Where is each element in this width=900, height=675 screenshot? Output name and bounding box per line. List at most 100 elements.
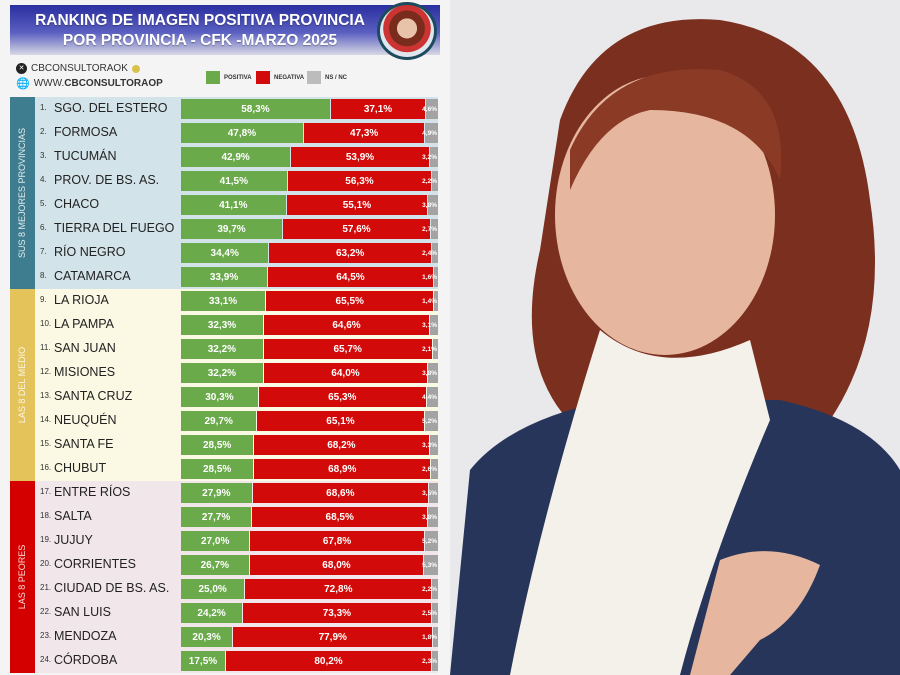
bar-nsnc: 5,3% [422,555,438,575]
table-row: 18. SALTA 27,7% 68,5% 3,8% [0,505,450,529]
bar-positiva: 34,4% [181,243,269,263]
bar-positiva: 58,3% [181,99,330,119]
bar-nsnc: 1,6% [422,267,438,287]
table-row: 10. LA PAMPA 32,3% 64,6% 3,1% [0,313,450,337]
rank: 19. [40,535,52,544]
rank: 9. [40,295,47,304]
province-name: SGO. DEL ESTERO [54,101,168,115]
bar-positiva: 28,5% [181,459,254,479]
bar-nsnc: 3,8% [422,363,438,383]
bar-nsnc: 4,9% [422,123,438,143]
bar-positiva: 33,9% [181,267,268,287]
bar-negativa: 64,0% [263,363,428,383]
province-name: CHUBUT [54,461,107,475]
province-name: CIUDAD DE BS. AS. [54,581,170,595]
table-row: 9. LA RIOJA 33,1%65,5%1,4% [0,289,450,313]
bar-nsnc: 2,3% [422,651,438,671]
rank: 5. [40,199,47,208]
rank: 3. [40,151,47,160]
rank: 16. [40,463,52,472]
bar-nsnc: 1,4% [422,291,438,311]
bar-positiva: 17,5% [181,651,225,671]
province-name: RÍO NEGRO [54,245,126,259]
bar-positiva: 41,1% [181,195,286,215]
bar-nsnc: 5,2% [422,531,438,551]
bar-negativa: 63,2% [269,243,431,263]
table-row: 1. SGO. DEL ESTERO 58,3% 37,1% 4,6% [0,97,450,121]
bar-negativa: 68,2% [254,435,429,455]
bar-positiva: 32,3% [181,315,263,335]
bar-nsnc: 2,4% [422,243,438,263]
province-name: SANTA CRUZ [54,389,133,403]
rank: 11. [40,343,51,352]
portrait-photo [450,0,900,675]
legend-positiva: POSITIVA [206,71,252,84]
x-logo-icon: ✕ [16,63,27,74]
table-row: 12. MISIONES 32,2% 64,0% 3,8% [0,361,450,385]
table-row: 13. SANTA CRUZ 30,3% 65,3% 4,4% [0,385,450,409]
bar-positiva: 20,3% [181,627,233,647]
table-row: 5. CHACO 41,1% 55,1% 3,8% [0,193,450,217]
legend-nsnc: NS / NC [307,71,347,84]
globe-icon: 🌐 [16,78,30,90]
table-row: 19. JUJUY 27,0% 67,8% 5,2% [0,529,450,553]
rank: 2. [40,127,47,136]
province-name: CÓRDOBA [54,653,118,667]
bar-nsnc: 4,4% [422,387,438,407]
rank: 14. [40,415,52,424]
province-name: CATAMARCA [54,269,131,283]
bar-positiva: 30,3% [181,387,258,407]
bar-positiva: 26,7% [181,555,249,575]
province-name: LA PAMPA [54,317,114,331]
bar-nsnc: 3,3% [422,435,438,455]
bar-negativa: 56,3% [287,171,432,191]
bar-negativa: 67,8% [250,531,424,551]
table-row: 21.CIUDAD DE BS. AS. 25,0%72,8%2,2% [0,577,450,601]
bar-positiva: 25,0% [181,579,245,599]
bar-negativa: 80,2% [225,651,432,671]
table-row: 14. NEUQUÉN 29,7% 65,1% 5,2% [0,409,450,433]
bar-negativa: 64,5% [268,267,433,287]
bar-positiva: 32,2% [181,339,263,359]
bar-negativa: 65,3% [258,387,426,407]
table-row: 16.CHUBUT 28,5%68,9%2,6% [0,457,450,481]
bar-negativa: 68,0% [249,555,424,575]
table-row: 24.CÓRDOBA 17,5%80,2%2,3% [0,649,450,673]
province-name: CORRIENTES [54,557,136,571]
table-row: 8. CATAMARCA 33,9%64,5%1,6% [0,265,450,289]
province-name: SALTA [54,509,92,523]
bar-negativa: 68,9% [254,459,431,479]
bar-nsnc: 1,8% [422,627,438,647]
province-name: NEUQUÉN [54,413,117,427]
rank: 22. [40,607,52,616]
table-row: 20. CORRIENTES 26,7% 68,0% 5,3% [0,553,450,577]
verified-icon [131,64,140,73]
rank: 20. [40,559,52,568]
bar-negativa: 68,6% [252,483,428,503]
bar-nsnc: 3,8% [422,195,438,215]
province-name: JUJUY [54,533,93,547]
bar-negativa: 55,1% [286,195,428,215]
bar-positiva: 28,5% [181,435,254,455]
bar-nsnc: 2,1% [422,339,438,359]
bar-nsnc: 3,8% [422,507,438,527]
province-name: ENTRE RÍOS [54,485,131,499]
rank: 4. [40,175,47,184]
province-name: SAN LUIS [54,605,111,619]
bar-nsnc: 2,2% [422,579,438,599]
table-row: 3. TUCUMÁN 42,9% 53,9% 3,2% [0,145,450,169]
group-tab: LAS 8 DEL MEDIO [10,289,35,481]
group-tab: LAS 8 PEORES [10,481,35,673]
bar-negativa: 65,1% [257,411,424,431]
table-row: 2. FORMOSA 47,8% 47,3% 4,9% [0,121,450,145]
bar-positiva: 24,2% [181,603,243,623]
province-name: TUCUMÁN [54,149,117,163]
bar-negativa: 77,9% [233,627,433,647]
bar-nsnc: 3,5% [422,483,438,503]
x-handle-text: CBCONSULTORAOK [31,63,128,74]
chart-title: RANKING DE IMAGEN POSITIVA PROVINCIA POR… [10,5,440,55]
table-row: 15. SANTA FE 28,5% 68,2% 3,3% [0,433,450,457]
rank: 12. [40,367,52,376]
bar-nsnc: 4,6% [422,99,438,119]
bar-negativa: 65,5% [266,291,434,311]
